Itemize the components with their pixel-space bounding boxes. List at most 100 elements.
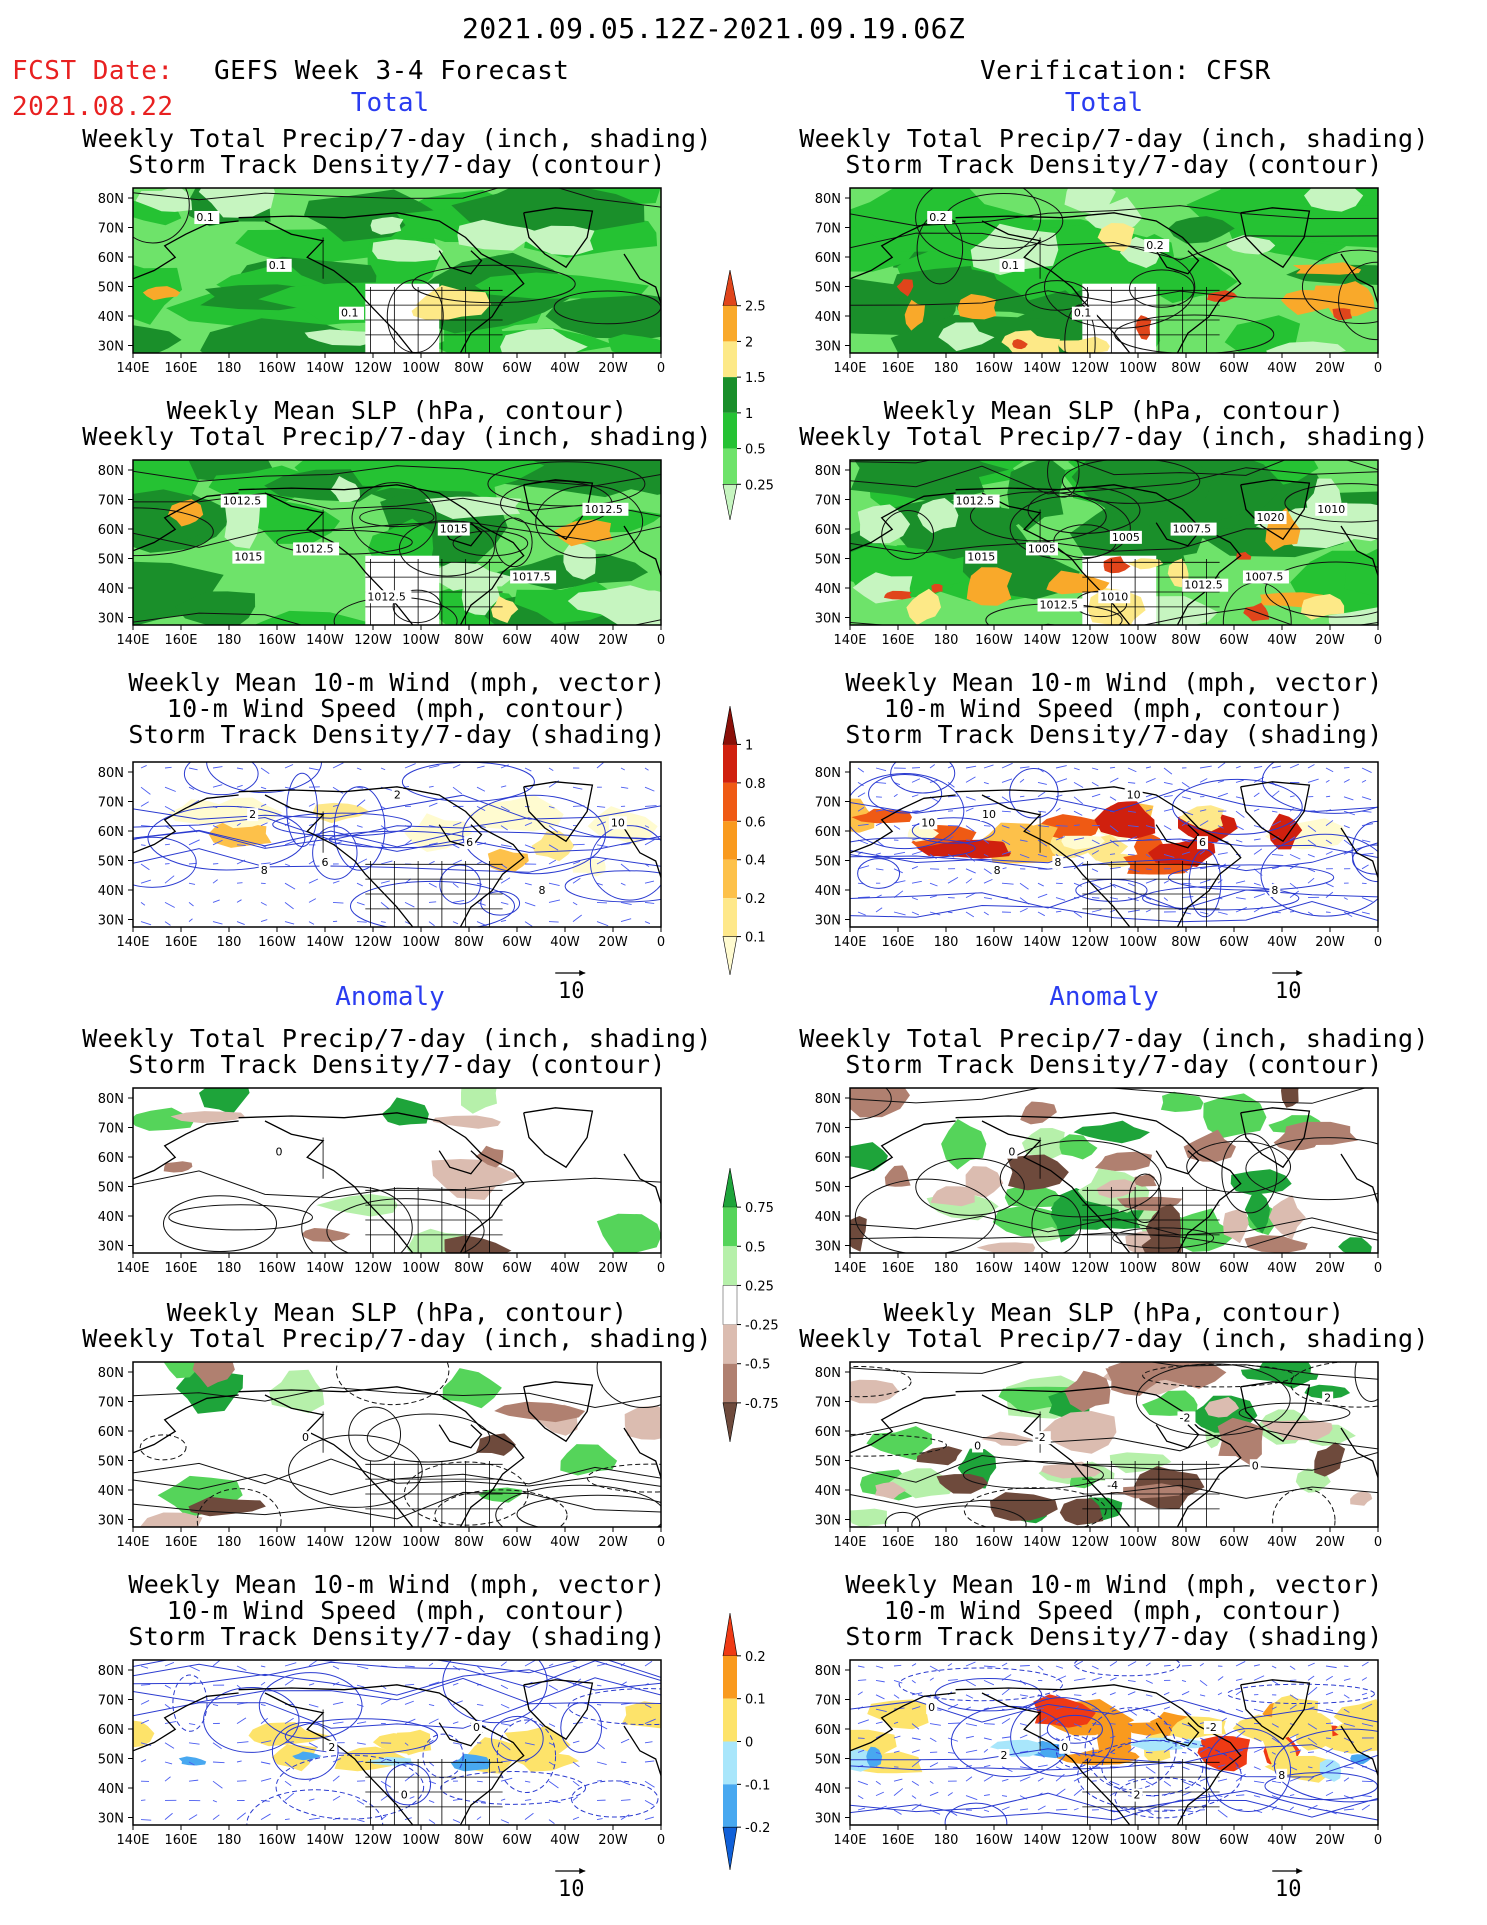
lat-label: 80N (98, 1664, 124, 1679)
lon-label: 140W (306, 935, 344, 950)
colorbar-level: 1.5 (745, 371, 766, 386)
lon-label: 120W (354, 633, 392, 648)
lon-label: 160W (258, 1261, 296, 1276)
lon-label: 140W (306, 361, 344, 376)
contour-label: 10 (921, 816, 935, 829)
lon-label: 140W (1023, 633, 1061, 648)
lon-label: 60W (1219, 1261, 1249, 1276)
lon-label: 140W (306, 1535, 344, 1550)
lat-label: 30N (98, 914, 124, 929)
lon-label: 140W (306, 633, 344, 648)
colorbar-level: 0.2 (745, 1650, 766, 1665)
lat-label: 30N (98, 1812, 124, 1827)
contour-label: 6 (1199, 836, 1206, 849)
lat-label: 60N (815, 251, 841, 266)
lon-label: 80W (1171, 1535, 1201, 1550)
panel-title: Weekly Mean 10-m Wind (mph, vector) 10-m … (794, 670, 1434, 748)
lat-label: 40N (815, 310, 841, 325)
map-panel-r2-c1: 1012.5 1012.5 1012.5 1015 1017.5 1012.5 1015 80… (98, 459, 665, 648)
lon-label: 120W (354, 361, 392, 376)
colorbar-precip-anomaly: 0.75 0.5 0.25 -0.25 -0.5 -0.75 (722, 1167, 779, 1443)
panel-title-line: Storm Track Density/7-day (contour) (128, 150, 666, 179)
map-panel-r4-c2: 0 80N 70N 60N 50N 40N 30N 140E 160E 180 160W 140W 12… (815, 1087, 1382, 1276)
lon-label: 100W (402, 1833, 440, 1848)
lon-label: 140E (116, 1535, 149, 1550)
lon-label: 120W (354, 1833, 392, 1848)
contour-label: 1015 (440, 523, 468, 536)
lon-label: 140W (306, 1833, 344, 1848)
lon-label: 20W (598, 1535, 628, 1550)
lat-label: 70N (815, 796, 841, 811)
lon-label: 140E (833, 1261, 866, 1276)
panel-title-line: Weekly Total Precip/7-day (inch, shading… (82, 422, 712, 451)
lon-label: 160E (881, 361, 914, 376)
lat-label: 80N (815, 192, 841, 207)
lon-label: 140E (116, 361, 149, 376)
lat-label: 80N (98, 464, 124, 479)
lat-label: 30N (815, 1812, 841, 1827)
map-panel-r3-c2: 10 8 10 6 8 10 8 80N 70N 60N 50N 40N 30N 140E 160E 180 1… (815, 761, 1382, 1004)
lon-label: 120W (1071, 633, 1109, 648)
lon-label: 120W (1071, 935, 1109, 950)
panel-title-line: Weekly Mean 10-m Wind (mph, vector) (845, 1570, 1383, 1599)
lon-label: 120W (354, 935, 392, 950)
contour-label: 1005 (1112, 531, 1140, 544)
lat-label: 80N (815, 1664, 841, 1679)
contour-label: 1012.5 (295, 542, 334, 555)
lon-label: 180 (934, 1261, 959, 1276)
lon-label: 40W (1267, 935, 1297, 950)
colorbar-level: 0.8 (745, 777, 766, 792)
lon-label: 140W (1023, 1833, 1061, 1848)
lat-label: 70N (98, 1396, 124, 1411)
lon-label: 0 (1374, 1261, 1382, 1276)
contour-label: 6 (321, 856, 328, 869)
contour-label: 1012.5 (223, 495, 262, 508)
lat-label: 50N (815, 281, 841, 296)
lat-label: 40N (98, 884, 124, 899)
lat-label: 50N (98, 553, 124, 568)
lon-label: 160W (975, 1261, 1013, 1276)
lat-label: 80N (98, 766, 124, 781)
fcst-date-value: 2021.08.22 (12, 92, 174, 122)
lat-label: 60N (815, 1425, 841, 1440)
colorbar-storm-total: 1 0.8 0.6 0.4 0.2 0.1 (722, 705, 766, 976)
lon-label: 100W (402, 1535, 440, 1550)
lon-label: 180 (934, 1535, 959, 1550)
lon-label: 40W (550, 1261, 580, 1276)
lon-label: 100W (1119, 1833, 1157, 1848)
panel-title: Weekly Total Precip/7-day (inch, shading… (794, 1026, 1434, 1078)
lon-label: 80W (1171, 935, 1201, 950)
lat-label: 80N (98, 1092, 124, 1107)
fcst-date-label: FCST Date: (12, 56, 174, 86)
lon-label: 60W (1219, 935, 1249, 950)
lat-label: 30N (98, 612, 124, 627)
lon-label: 160W (975, 633, 1013, 648)
vector-reference-label: 10 (558, 1877, 585, 1902)
lon-label: 140E (833, 1833, 866, 1848)
contour-label: 1012.5 (367, 590, 406, 603)
lon-label: 60W (1219, 1535, 1249, 1550)
lat-label: 40N (815, 1484, 841, 1499)
contour-label: 1015 (967, 551, 995, 564)
lat-label: 40N (815, 884, 841, 899)
map-panel-r1-c2: 0.2 0.1 0.1 0.2 80N 70N 60N 50N 40N 30N 140E 160E 18… (815, 187, 1382, 376)
lat-label: 30N (815, 1240, 841, 1255)
contour-label: 8 (1278, 1769, 1285, 1782)
lon-label: 20W (598, 633, 628, 648)
panel-title-line: Weekly Mean 10-m Wind (mph, vector) (128, 668, 666, 697)
lat-label: 40N (815, 1210, 841, 1225)
section-anomaly-left: Anomaly (335, 982, 445, 1012)
lon-label: 160W (258, 935, 296, 950)
lon-label: 40W (550, 1535, 580, 1550)
lon-label: 100W (402, 935, 440, 950)
lon-label: 0 (1374, 633, 1382, 648)
lon-label: 160E (164, 1535, 197, 1550)
panel-title-line: Weekly Mean SLP (hPa, contour) (166, 396, 628, 425)
lon-label: 20W (1315, 1833, 1345, 1848)
lat-label: 70N (98, 494, 124, 509)
contour-label: 8 (994, 864, 1001, 877)
colorbar-level: 1 (745, 407, 753, 422)
lon-label: 160E (881, 633, 914, 648)
colorbar-level: -0.2 (745, 1821, 770, 1836)
lon-label: 120W (1071, 1261, 1109, 1276)
